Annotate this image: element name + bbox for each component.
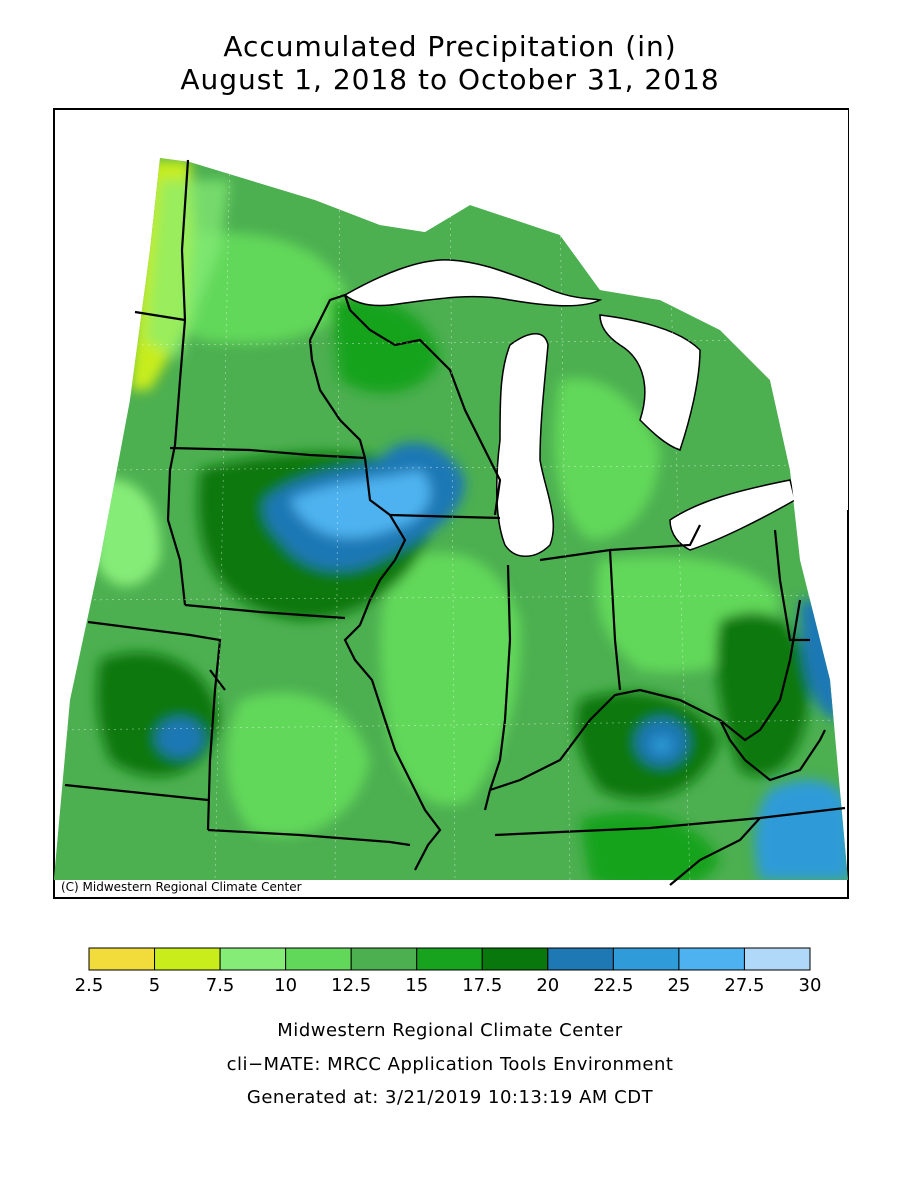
contour-10-12-illinois <box>380 552 521 806</box>
legend-tick-label: 30 <box>798 975 822 996</box>
lake-erie <box>669 479 796 551</box>
legend-tick-label: 7.5 <box>205 975 235 996</box>
map-date-range: August 1, 2018 to October 31, 2018 <box>180 63 720 96</box>
credit-generated-time: Generated at: 3/21/2019 10:13:19 AM CDT <box>246 1087 654 1108</box>
boundary-ohio-river <box>489 599 802 792</box>
boundary-iowa-missouri <box>184 603 346 620</box>
contour-25-27-iowa <box>290 470 430 538</box>
legend-tick-label: 22.5 <box>593 975 634 996</box>
graticule <box>59 149 846 881</box>
legend-tick-label: 5 <box>148 975 161 996</box>
legend-swatch <box>481 947 549 971</box>
boundary-oh-mi <box>609 524 701 552</box>
legend-tick-label: 2.5 <box>74 975 104 996</box>
legend-tick-label: 27.5 <box>724 975 765 996</box>
boundary-wisconsin <box>309 293 502 516</box>
legend-swatch <box>88 947 156 971</box>
legend-swatch <box>285 947 352 971</box>
credit-organization: Midwestern Regional Climate Center <box>277 1020 623 1041</box>
legend-tick-label: 12.5 <box>331 975 372 996</box>
legend-tick-label: 17.5 <box>462 975 503 996</box>
state-boundaries <box>64 159 846 886</box>
boundary-il-in <box>483 564 512 811</box>
legend-swatch <box>743 947 811 971</box>
contour-22-25-virginia <box>754 780 848 880</box>
legend-swatch <box>350 947 418 971</box>
legend-tick-label: 15 <box>405 975 429 996</box>
credit-tool: cli−MATE: MRCC Application Tools Environ… <box>226 1054 674 1075</box>
legend-tick-label: 25 <box>667 975 691 996</box>
contour-7-10-northwest <box>145 180 230 360</box>
boundary-ks-ok <box>64 783 209 802</box>
legend-swatch <box>219 947 287 971</box>
boundary-va-tn <box>669 817 761 886</box>
boundary-in-oh <box>539 548 622 691</box>
legend-bar <box>88 947 811 971</box>
legend-tick-label: 20 <box>536 975 560 996</box>
legend-swatch <box>154 947 221 971</box>
boundary-mn-dakota <box>166 159 190 606</box>
contour-22-25-kentucky <box>652 737 672 753</box>
contour-20-22-kansas <box>156 718 204 758</box>
legend-tick-label: 10 <box>274 975 298 996</box>
legend-swatch <box>678 947 745 971</box>
lake-michigan <box>496 333 555 557</box>
map-title: Accumulated Precipitation (in) <box>223 30 677 63</box>
contour-10-12-missouri <box>226 692 370 837</box>
boundary-misc <box>209 669 226 691</box>
contour-15-17-wisconsin <box>330 297 440 394</box>
boundary-ky-tn <box>494 806 846 837</box>
legend-swatch <box>547 947 614 971</box>
boundary-mississippi <box>343 457 442 871</box>
boundary-oh-pa <box>773 529 810 642</box>
boundary-ky-wv <box>719 719 826 782</box>
canada-area <box>190 110 848 510</box>
boundary-mn-iowa <box>169 446 366 460</box>
great-lakes <box>343 259 796 557</box>
lake-superior <box>343 259 603 307</box>
contour-10-12-michigan <box>554 378 660 540</box>
map-copyright: (C) Midwestern Regional Climate Center <box>58 880 305 894</box>
boundary-wi-il <box>389 513 501 520</box>
legend-swatch <box>612 947 680 971</box>
boundary-nd-sd <box>134 310 186 322</box>
boundary-ne-ks <box>87 620 222 831</box>
contour-7-10-dakota <box>95 478 161 587</box>
boundary-mo-ar <box>207 828 411 847</box>
legend-swatch <box>416 947 483 971</box>
boundary-mn-wisconsin <box>308 339 367 459</box>
